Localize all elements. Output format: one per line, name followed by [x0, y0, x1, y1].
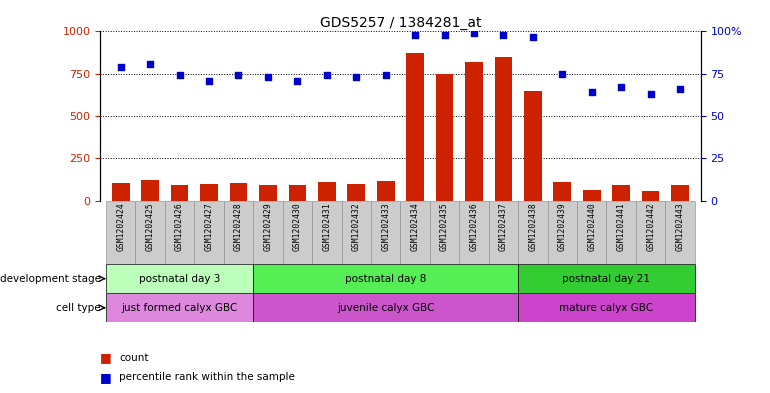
- Bar: [318, 182, 336, 201]
- Bar: [494, 57, 512, 201]
- Text: GSM1202434: GSM1202434: [410, 202, 420, 251]
- Point: [497, 32, 510, 38]
- Text: GSM1202439: GSM1202439: [557, 202, 567, 251]
- Point: [409, 32, 421, 38]
- Bar: [407, 53, 424, 201]
- Text: GSM1202438: GSM1202438: [528, 202, 537, 251]
- Text: cell type: cell type: [56, 303, 101, 313]
- Point: [115, 64, 127, 70]
- FancyBboxPatch shape: [371, 201, 400, 264]
- Title: GDS5257 / 1384281_at: GDS5257 / 1384281_at: [320, 17, 481, 30]
- Point: [233, 72, 245, 79]
- Text: juvenile calyx GBC: juvenile calyx GBC: [337, 303, 434, 313]
- Point: [262, 74, 274, 80]
- FancyBboxPatch shape: [136, 201, 165, 264]
- Text: just formed calyx GBC: just formed calyx GBC: [122, 303, 238, 313]
- FancyBboxPatch shape: [106, 293, 253, 322]
- Point: [144, 61, 156, 67]
- Point: [644, 91, 657, 97]
- FancyBboxPatch shape: [106, 264, 253, 293]
- Text: percentile rank within the sample: percentile rank within the sample: [119, 372, 295, 382]
- Bar: [465, 62, 483, 201]
- Bar: [524, 91, 542, 201]
- FancyBboxPatch shape: [165, 201, 194, 264]
- FancyBboxPatch shape: [547, 201, 577, 264]
- Point: [674, 86, 686, 92]
- Point: [350, 74, 363, 80]
- Bar: [259, 185, 276, 201]
- Text: mature calyx GBC: mature calyx GBC: [560, 303, 654, 313]
- FancyBboxPatch shape: [430, 201, 459, 264]
- FancyBboxPatch shape: [489, 201, 518, 264]
- Point: [173, 72, 186, 79]
- Bar: [171, 185, 189, 201]
- Text: GSM1202430: GSM1202430: [293, 202, 302, 251]
- FancyBboxPatch shape: [518, 201, 547, 264]
- Bar: [289, 185, 306, 201]
- Text: GSM1202426: GSM1202426: [175, 202, 184, 251]
- FancyBboxPatch shape: [607, 201, 636, 264]
- FancyBboxPatch shape: [665, 201, 695, 264]
- Text: postnatal day 3: postnatal day 3: [139, 274, 220, 284]
- Text: GSM1202435: GSM1202435: [440, 202, 449, 251]
- Point: [556, 71, 568, 77]
- FancyBboxPatch shape: [106, 201, 136, 264]
- Text: ■: ■: [100, 351, 112, 364]
- Text: GSM1202436: GSM1202436: [470, 202, 478, 251]
- FancyBboxPatch shape: [283, 201, 312, 264]
- Point: [320, 72, 333, 79]
- FancyBboxPatch shape: [224, 201, 253, 264]
- Text: GSM1202437: GSM1202437: [499, 202, 508, 251]
- FancyBboxPatch shape: [194, 201, 224, 264]
- Point: [468, 30, 480, 36]
- Bar: [347, 184, 365, 201]
- FancyBboxPatch shape: [342, 201, 371, 264]
- Bar: [112, 183, 129, 201]
- FancyBboxPatch shape: [253, 264, 518, 293]
- Text: count: count: [119, 353, 149, 363]
- Text: GSM1202442: GSM1202442: [646, 202, 655, 251]
- Bar: [200, 184, 218, 201]
- Text: GSM1202425: GSM1202425: [146, 202, 155, 251]
- Text: GSM1202443: GSM1202443: [675, 202, 685, 251]
- Bar: [583, 190, 601, 201]
- Point: [438, 32, 450, 38]
- Bar: [377, 181, 394, 201]
- Bar: [142, 180, 159, 201]
- Bar: [229, 183, 247, 201]
- FancyBboxPatch shape: [253, 293, 518, 322]
- Bar: [671, 185, 689, 201]
- Text: ■: ■: [100, 371, 112, 384]
- Text: GSM1202429: GSM1202429: [263, 202, 273, 251]
- Bar: [612, 185, 630, 201]
- Text: GSM1202441: GSM1202441: [617, 202, 626, 251]
- Bar: [642, 191, 659, 201]
- FancyBboxPatch shape: [459, 201, 489, 264]
- Text: GSM1202433: GSM1202433: [381, 202, 390, 251]
- FancyBboxPatch shape: [400, 201, 430, 264]
- FancyBboxPatch shape: [518, 264, 695, 293]
- Text: postnatal day 21: postnatal day 21: [563, 274, 651, 284]
- Point: [615, 84, 628, 90]
- Text: GSM1202427: GSM1202427: [205, 202, 213, 251]
- FancyBboxPatch shape: [253, 201, 283, 264]
- Text: GSM1202432: GSM1202432: [352, 202, 360, 251]
- Point: [203, 77, 215, 84]
- FancyBboxPatch shape: [577, 201, 607, 264]
- Point: [291, 77, 303, 84]
- Point: [527, 33, 539, 40]
- Point: [380, 72, 392, 79]
- Text: GSM1202440: GSM1202440: [588, 202, 596, 251]
- Text: GSM1202424: GSM1202424: [116, 202, 126, 251]
- FancyBboxPatch shape: [636, 201, 665, 264]
- Bar: [554, 182, 571, 201]
- Text: GSM1202428: GSM1202428: [234, 202, 243, 251]
- Text: development stage: development stage: [0, 274, 101, 284]
- FancyBboxPatch shape: [312, 201, 342, 264]
- Text: postnatal day 8: postnatal day 8: [345, 274, 427, 284]
- Text: GSM1202431: GSM1202431: [323, 202, 331, 251]
- FancyBboxPatch shape: [518, 293, 695, 322]
- Point: [586, 89, 598, 95]
- Bar: [436, 74, 454, 201]
